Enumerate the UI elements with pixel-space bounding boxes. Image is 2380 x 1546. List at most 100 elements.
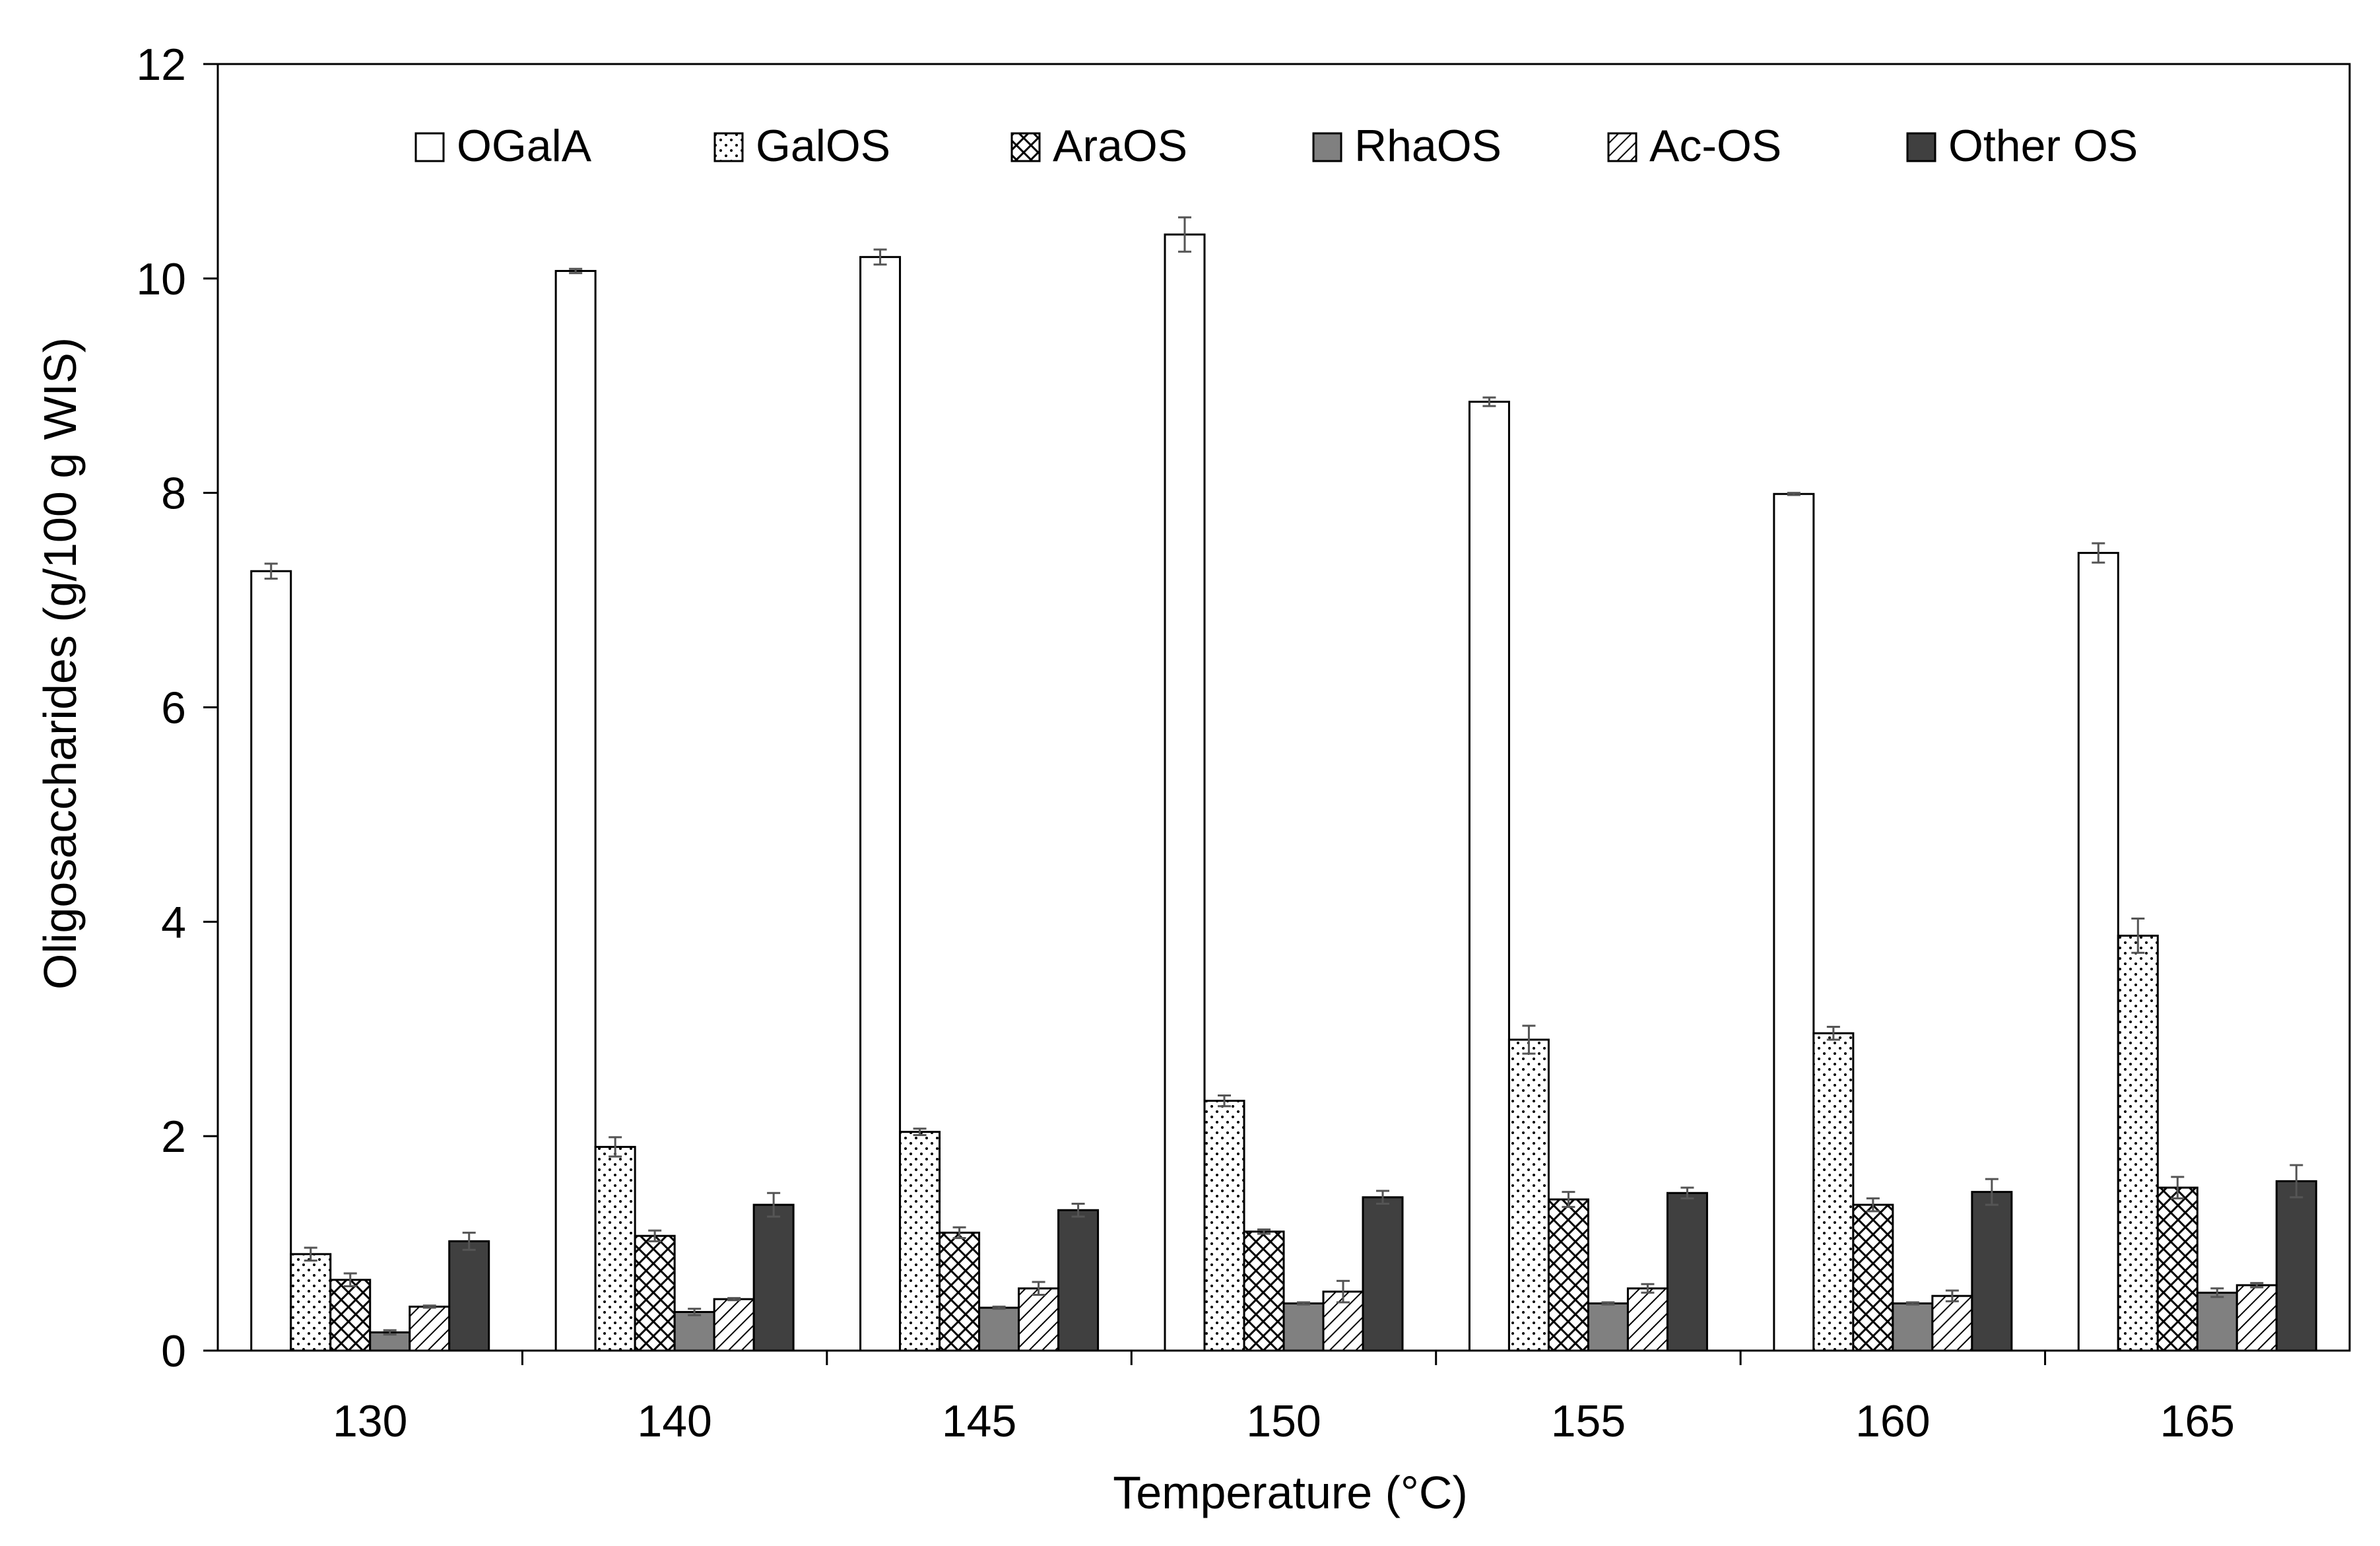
bar [1203, 1100, 1245, 1352]
error-bar [1032, 1281, 1045, 1296]
bar [2235, 1284, 2278, 1352]
legend-swatch [1010, 132, 1041, 162]
error-bar [688, 1308, 702, 1316]
legend-label: GalOS [756, 121, 890, 171]
y-tick-label: 0 [161, 1326, 186, 1376]
x-tick-label: 165 [2160, 1396, 2235, 1446]
error-bar [569, 267, 583, 275]
bar [978, 1306, 1020, 1352]
error-bar [873, 248, 887, 266]
error-bar [1482, 396, 1496, 407]
y-axis-title: Oligosaccharides (g/100 g WIS) [34, 337, 86, 990]
error-bar [2290, 1164, 2303, 1199]
bar [1362, 1196, 1404, 1352]
error-bar [2131, 917, 2145, 954]
error-bar [1641, 1283, 1655, 1294]
error-bar [1178, 216, 1191, 253]
bar [2117, 934, 2159, 1352]
x-tick-label: 150 [1246, 1396, 1321, 1446]
bar [2156, 1186, 2198, 1352]
x-axis-title: Temperature (°C) [1113, 1467, 1468, 1518]
error-bar [1071, 1202, 1085, 1218]
legend-swatch [414, 132, 445, 162]
bar [554, 269, 597, 1352]
y-tick-label: 2 [161, 1112, 186, 1162]
error-bar [383, 1329, 397, 1336]
plot-frame [216, 63, 2351, 1352]
y-tick-label: 10 [136, 254, 186, 304]
error-bar [1680, 1186, 1694, 1199]
bar [2275, 1180, 2317, 1352]
bar [1971, 1191, 2013, 1352]
legend-label: OGalA [457, 121, 592, 171]
bar [1018, 1287, 1060, 1352]
error-bar [422, 1304, 436, 1309]
legend-item: AraOS [1010, 121, 1187, 171]
error-bar [1297, 1301, 1310, 1306]
legend-label: RhaOS [1354, 121, 1502, 171]
error-bar [1562, 1191, 1575, 1208]
x-tick-label: 140 [637, 1396, 711, 1446]
bar [448, 1240, 490, 1352]
bar [1812, 1032, 1855, 1352]
legend-label: AraOS [1053, 121, 1187, 171]
bar [250, 570, 292, 1352]
error-bar [1945, 1289, 1959, 1302]
error-bar [2171, 1176, 2185, 1199]
x-tick-label: 130 [333, 1396, 407, 1446]
error-bar [1826, 1026, 1840, 1041]
legend-item: GalOS [713, 121, 890, 171]
error-bar [2092, 542, 2105, 564]
x-tick-label: 145 [942, 1396, 1016, 1446]
error-bar [952, 1226, 966, 1239]
error-bar [1522, 1025, 1536, 1055]
error-bar [727, 1296, 741, 1302]
legend-item: Ac-OS [1607, 121, 1781, 171]
error-bar [648, 1229, 662, 1242]
legend-label: Ac-OS [1649, 121, 1781, 171]
bar [634, 1234, 676, 1352]
error-bar [462, 1231, 476, 1251]
legend-label: Other OS [1948, 121, 2138, 171]
error-bar [1337, 1279, 1350, 1304]
error-bar [304, 1246, 317, 1262]
bar [859, 255, 902, 1352]
bar [1547, 1198, 1589, 1352]
bar [1666, 1192, 1708, 1352]
x-tick-label: 155 [1551, 1396, 1626, 1446]
error-bar [913, 1127, 927, 1137]
bar [1852, 1203, 1894, 1352]
bar [752, 1203, 795, 1352]
x-tick-label: 160 [1855, 1396, 1930, 1446]
legend-swatch [1607, 132, 1637, 162]
legend-item: OGalA [414, 121, 592, 171]
bar [2196, 1291, 2238, 1352]
legend-item: RhaOS [1312, 121, 1502, 171]
bar [939, 1231, 981, 1352]
bar [673, 1311, 715, 1352]
bar [329, 1279, 372, 1352]
error-bar [1905, 1301, 1919, 1306]
error-bar [992, 1305, 1006, 1310]
error-bar [1985, 1178, 1999, 1206]
legend-swatch [1312, 132, 1342, 162]
y-tick-label: 4 [161, 897, 186, 947]
error-bar [609, 1136, 622, 1158]
error-bar [1601, 1301, 1615, 1306]
bar [713, 1298, 755, 1352]
bar [1057, 1209, 1100, 1352]
bar [1892, 1302, 1934, 1352]
bar [1164, 233, 1206, 1352]
bar [899, 1131, 941, 1352]
bar [290, 1253, 332, 1352]
error-bar [343, 1272, 357, 1288]
bar [409, 1305, 451, 1352]
error-bar [2210, 1287, 2224, 1298]
bar [1773, 492, 1815, 1352]
bar [1626, 1287, 1669, 1352]
bar [1282, 1302, 1325, 1352]
error-bar [1257, 1228, 1271, 1235]
bar [2077, 552, 2119, 1352]
error-bar [767, 1192, 781, 1218]
